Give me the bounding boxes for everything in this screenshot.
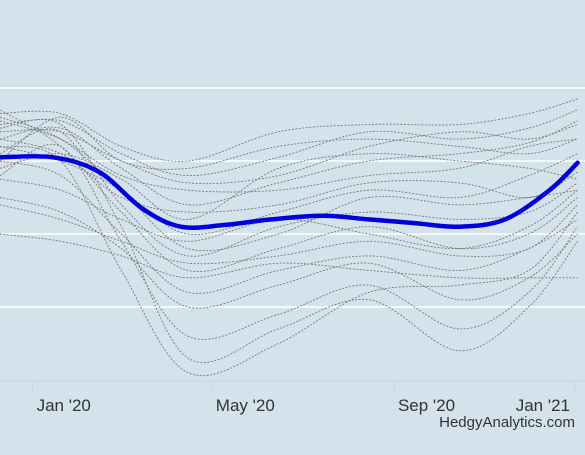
background-series-line	[0, 109, 578, 273]
x-tick-label: Jan '21	[516, 396, 570, 415]
background-series-line	[0, 124, 578, 185]
x-tick-label: Jan '20	[37, 396, 91, 415]
gridlines	[0, 87, 585, 308]
x-tick-labels: Jan '20 May '20 Sep '20 Jan '21	[37, 396, 570, 415]
background-series-line	[0, 153, 578, 220]
x-tick-label: May '20	[216, 396, 275, 415]
highlight-series-group	[0, 153, 580, 230]
background-series-line	[0, 120, 578, 193]
source-credit: HedgyAnalytics.com	[439, 414, 575, 431]
background-series-line	[0, 120, 578, 206]
background-series-line	[0, 143, 578, 340]
background-series-line	[0, 98, 578, 162]
background-series-line	[0, 204, 578, 265]
background-series-line	[0, 145, 578, 235]
background-series-line	[0, 178, 578, 250]
background-series-line	[0, 197, 578, 309]
background-series-line	[0, 128, 578, 363]
background-series-group	[0, 98, 578, 377]
x-axis	[0, 380, 585, 392]
highlight-series-line	[0, 153, 580, 230]
background-series-line	[0, 116, 578, 170]
background-series-line	[0, 233, 578, 279]
background-series-line	[0, 119, 578, 257]
background-series-line	[0, 145, 578, 377]
x-tick-label: Sep '20	[398, 396, 455, 415]
background-series-line	[0, 160, 578, 294]
background-series-line	[0, 116, 578, 252]
